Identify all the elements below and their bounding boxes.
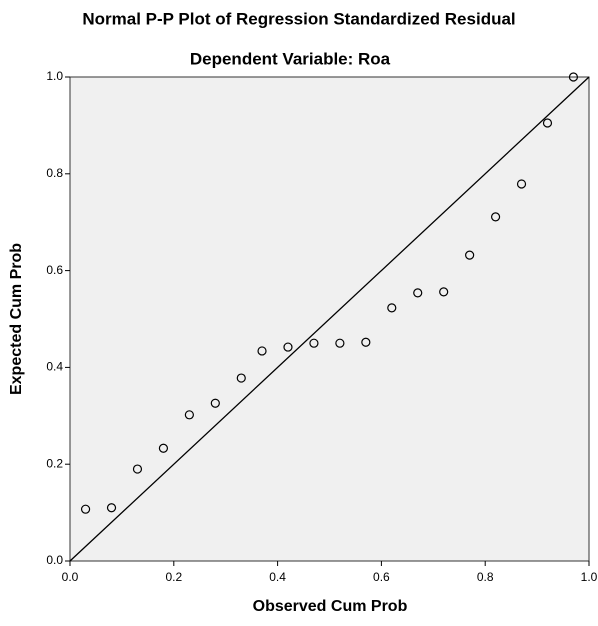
point [283,342,293,352]
x-tick-label: 0.6 [373,570,390,584]
reference-line [69,76,590,562]
y-tick-label: 0.4 [46,360,63,374]
y-tick-label: 1.0 [46,69,63,83]
y-axis-title: Expected Cum Prob [8,243,25,395]
point [158,443,169,453]
x-tick-label: 1.0 [581,570,598,584]
point [184,410,194,420]
point [132,464,143,474]
point [439,287,449,297]
point [361,337,371,347]
point [309,338,319,348]
point [210,398,220,408]
point [568,72,579,82]
point [387,303,397,313]
x-tick-label: 0.8 [477,570,494,584]
point [516,179,527,189]
y-tick-label: 0.8 [46,166,63,180]
chart-title: Normal P-P Plot of Regression Standardiz… [82,9,515,28]
x-tick-label: 0.0 [62,570,79,584]
chart-subtitle: Dependent Variable: Roa [190,49,391,68]
x-tick-label: 0.4 [269,570,286,584]
point [335,338,345,348]
point [413,288,423,298]
point [106,503,117,513]
y-tick-label: 0.6 [46,263,63,277]
point [542,118,553,128]
y-tick-label: 0.2 [46,456,63,470]
point [257,346,267,356]
x-tick-label: 0.2 [165,570,182,584]
point [236,373,246,383]
y-tick-label: 0.0 [46,553,63,567]
point [465,250,475,260]
point [80,504,91,514]
x-axis-title: Observed Cum Prob [253,598,408,615]
point [490,212,501,222]
